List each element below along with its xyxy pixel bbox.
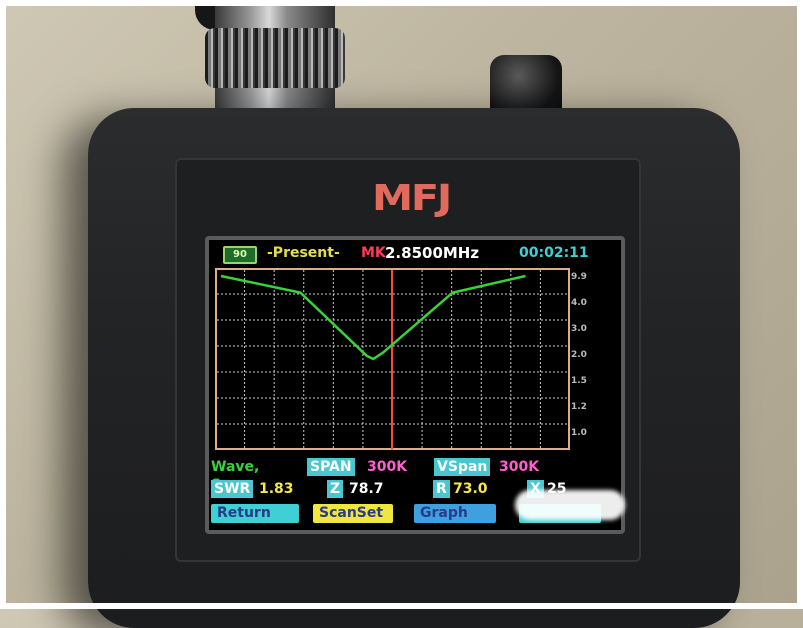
swr-value: 1.83 [259, 481, 294, 497]
vspan-label: VSpan [434, 458, 491, 476]
y-tick-label: 1.5 [571, 376, 587, 386]
y-tick-label: 4.0 [571, 298, 587, 308]
y-tick-label: 1.0 [571, 428, 587, 438]
return-button[interactable]: Return [211, 504, 299, 523]
y-tick-label: 2.0 [571, 350, 587, 360]
swr-plot [215, 268, 570, 450]
y-tick-label: 3.0 [571, 324, 587, 334]
marker-prefix: MK [361, 245, 386, 261]
r-value: 73.0 [453, 481, 488, 497]
r-label: R [433, 480, 450, 498]
span-label: SPAN [307, 458, 355, 476]
vspan-value: 300K [499, 459, 540, 475]
swr-trace [220, 274, 526, 361]
graph-button[interactable]: Graph [414, 504, 496, 523]
top-bar: 90 -Present- MK 2.8500MHz 00:02:11 [209, 242, 621, 264]
screen-glare [515, 490, 625, 520]
mode-label: Wave, Swr [211, 459, 260, 493]
clock: 00:02:11 [519, 245, 589, 261]
y-tick-label: 9.9 [571, 272, 587, 282]
marker-frequency: 2.8500MHz [385, 244, 480, 262]
scanset-button[interactable]: ScanSet [313, 504, 393, 523]
brand-logo: MFJ [372, 178, 452, 219]
swr-label: SWR [211, 480, 254, 498]
bnc-connector-ring [205, 28, 345, 88]
preset-label: -Present- [267, 245, 340, 261]
z-label: Z [327, 480, 344, 498]
z-value: 78.7 [349, 481, 384, 497]
analyzer-screen: 90 -Present- MK 2.8500MHz 00:02:11 9.9 4.… [205, 236, 625, 534]
y-tick-label: 1.2 [571, 402, 587, 412]
battery-icon: 90 [223, 246, 257, 264]
span-value: 300K [367, 459, 408, 475]
